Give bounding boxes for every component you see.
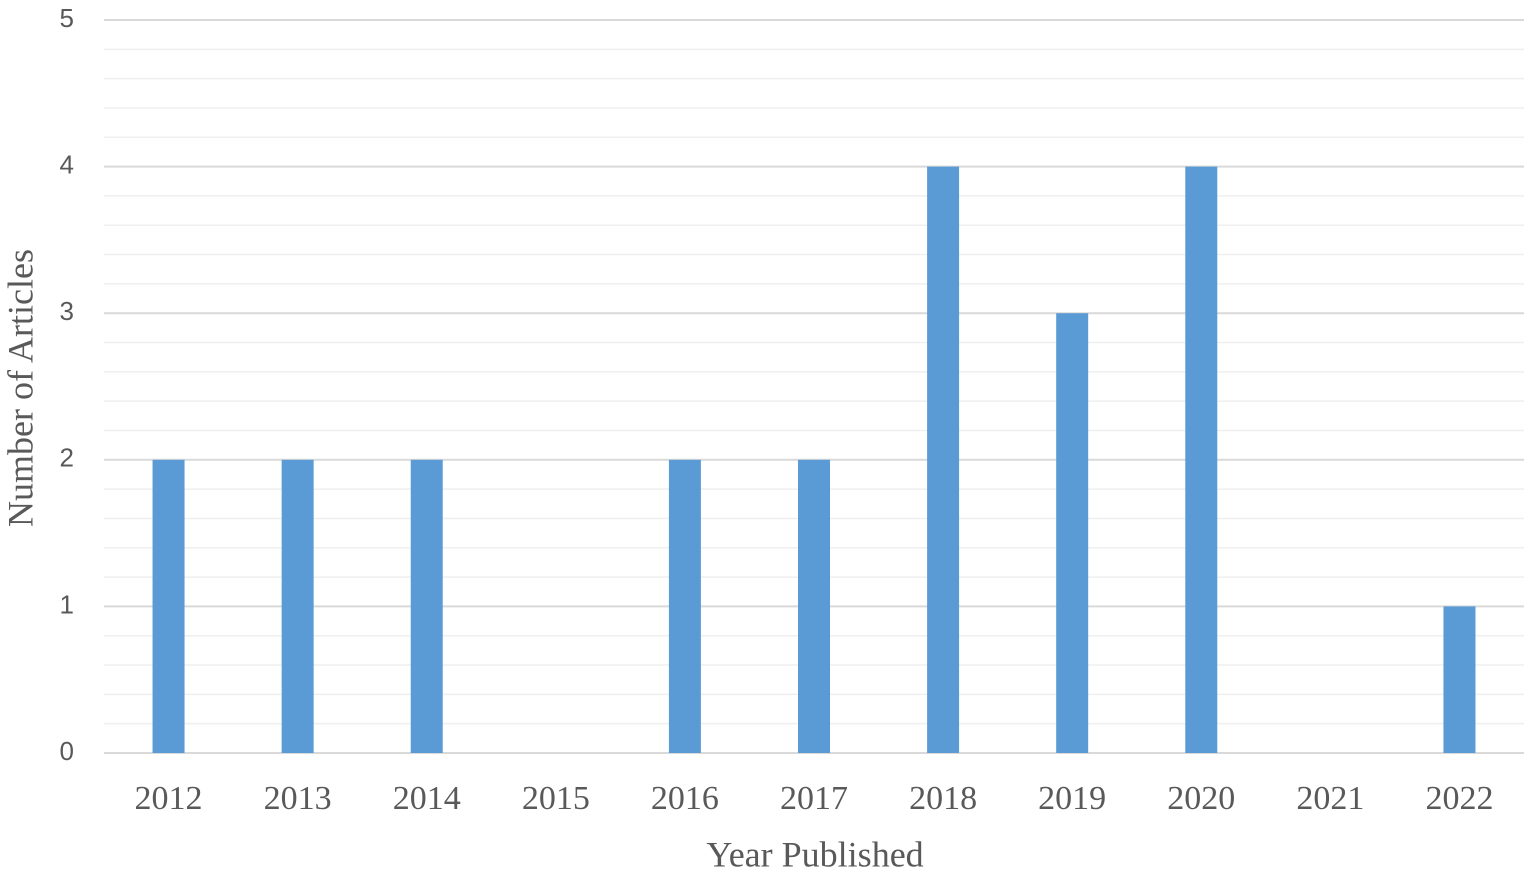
bar xyxy=(927,166,960,754)
y-tick-label: 0 xyxy=(60,736,74,766)
y-tick-label: 3 xyxy=(60,296,74,326)
x-tick-label: 2022 xyxy=(1425,780,1493,817)
x-tick-label: 2021 xyxy=(1296,780,1364,817)
bar xyxy=(668,459,701,753)
x-tick-label: 2013 xyxy=(264,780,332,817)
bar xyxy=(152,459,185,753)
y-tick-label: 2 xyxy=(60,443,74,473)
x-tick-label: 2015 xyxy=(522,780,590,817)
x-tick-label: 2018 xyxy=(909,780,977,817)
x-axis-title: Year Published xyxy=(706,834,923,874)
x-tick-label: 2017 xyxy=(780,780,848,817)
bar xyxy=(1056,313,1089,753)
y-tick-label: 5 xyxy=(60,3,74,33)
bar xyxy=(1185,166,1218,754)
y-tick-label: 4 xyxy=(60,149,74,179)
y-axis-title: Number of Articles xyxy=(0,249,40,527)
bar xyxy=(798,459,830,753)
x-tick-label: 2016 xyxy=(651,780,719,817)
bar xyxy=(410,459,443,753)
bar xyxy=(281,459,314,753)
y-tick-label: 1 xyxy=(60,589,74,619)
x-tick-label: 2019 xyxy=(1038,780,1106,817)
x-tick-label: 2012 xyxy=(135,780,203,817)
x-tick-label: 2014 xyxy=(393,780,461,817)
bar xyxy=(1443,606,1476,753)
x-tick-label: 2020 xyxy=(1167,780,1235,817)
